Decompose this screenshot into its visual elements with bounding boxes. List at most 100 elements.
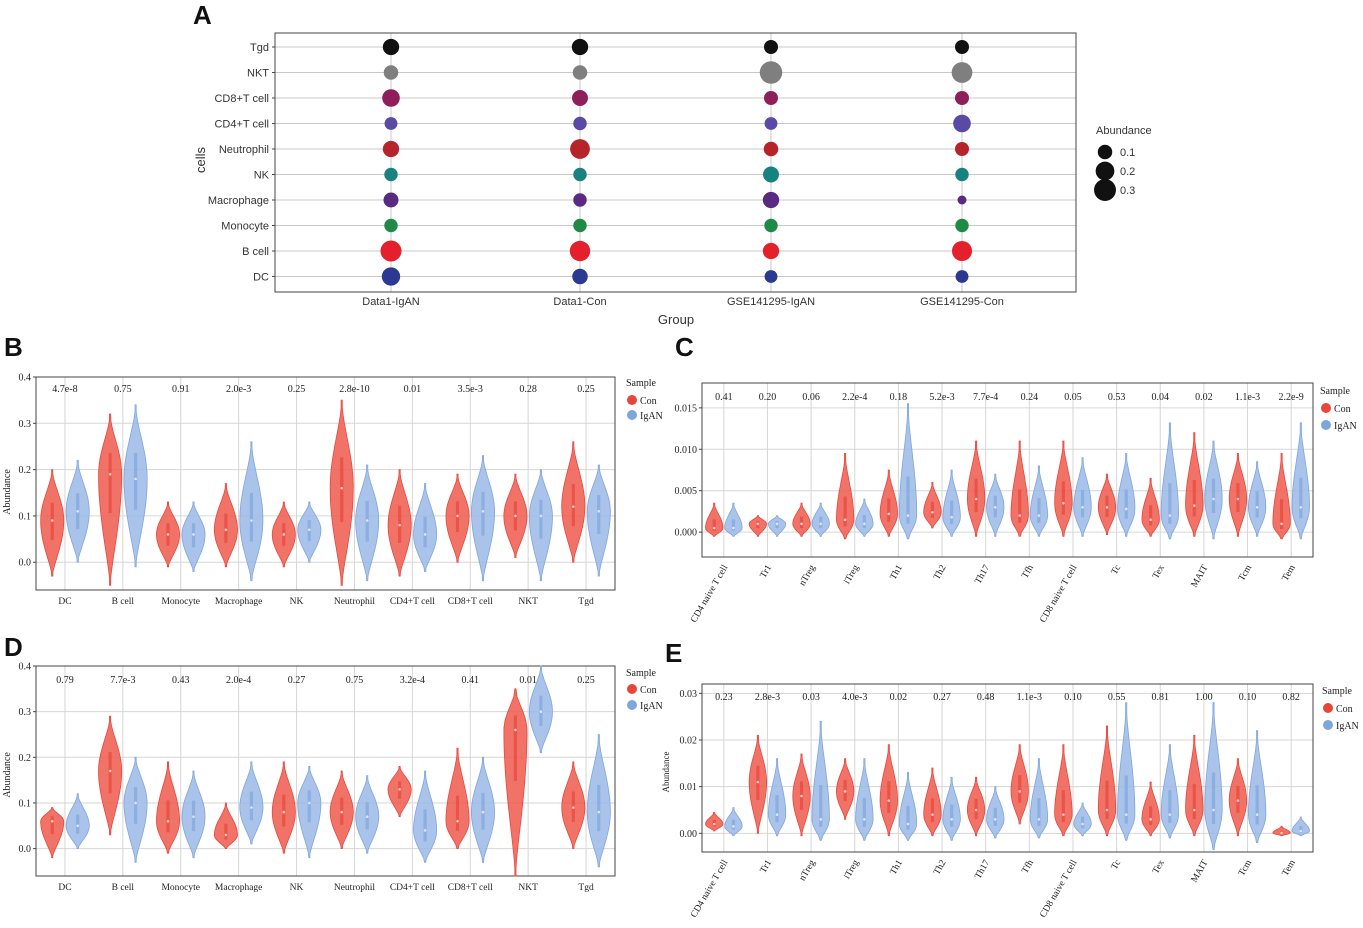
- p-value: 0.79: [56, 675, 74, 686]
- violin-box-con: [571, 483, 575, 527]
- panel-c-ytick: 0.000: [675, 528, 698, 539]
- p-value: 0.04: [1152, 392, 1170, 403]
- violin-box-con: [224, 513, 228, 543]
- violin-median-igan: [1081, 505, 1084, 509]
- p-value: 0.23: [715, 692, 733, 703]
- panel-a-label: A: [193, 0, 212, 30]
- legend-size-label: 0.2: [1120, 166, 1135, 178]
- panel-b-ytick: 0.4: [19, 373, 32, 384]
- violin-box-con: [166, 800, 170, 833]
- violin-median-con: [1062, 501, 1065, 505]
- panel-d-xtick: B cell: [112, 883, 135, 893]
- violin-median-igan: [775, 522, 779, 526]
- panel-b-ytick: 0.0: [19, 558, 32, 569]
- violin-box-igan: [731, 519, 736, 531]
- p-value: 0.02: [890, 692, 908, 703]
- p-value: 0.10: [1239, 692, 1257, 703]
- panel-e-xtick: CD4 naive T cell: [689, 858, 730, 919]
- violin-box-con: [282, 794, 286, 827]
- violin-box-con: [930, 501, 935, 518]
- panel-e-ytick: 0.01: [680, 782, 698, 793]
- panel-e-legend-con-key: [1323, 703, 1333, 713]
- panel-d-plot: 0.0 0.1 0.2 0.3 0.4 0.79 DC 7.7e-3 B cell 0.43 Mon…: [19, 662, 616, 893]
- panel-d-xtick: Macrophage: [215, 883, 262, 893]
- p-value: 2.0e-4: [226, 675, 251, 686]
- panel-b-legend-con: Con: [640, 396, 657, 407]
- panel-d-legend-igan-key: [627, 700, 637, 710]
- violin-box-igan: [775, 795, 779, 823]
- panel-d-xtick: Neutrophil: [334, 883, 376, 893]
- violin-box-con: [1149, 505, 1153, 526]
- panel-e-xtick: CD8 naive T cell: [1038, 858, 1079, 919]
- dot-b-cell: [380, 240, 402, 262]
- violin-median-igan: [1212, 808, 1215, 812]
- panel-c-xtick: Th17: [974, 563, 993, 586]
- violin-median-igan: [950, 818, 953, 821]
- violin-box-con: [1105, 780, 1109, 819]
- p-value: 0.24: [1021, 392, 1039, 403]
- panel-d-ylabel: Abundance: [2, 752, 13, 798]
- legend-size-label: 0.1: [1120, 147, 1135, 159]
- violin-box-igan: [481, 491, 485, 536]
- violin-median-igan: [819, 818, 823, 821]
- panel-e-legend-title: Sample: [1322, 686, 1353, 697]
- panel-b-xtick: CD4+T cell: [390, 597, 435, 607]
- p-value: 0.82: [1282, 692, 1300, 703]
- violin-box-con: [1061, 481, 1065, 515]
- violin-median-con: [50, 519, 54, 522]
- p-value: 0.01: [519, 675, 537, 686]
- p-value: 0.43: [172, 675, 190, 686]
- dot-cd4-t-cell: [384, 117, 398, 130]
- dot-macrophage: [957, 195, 967, 205]
- panel-b-ytick: 0.3: [19, 419, 32, 430]
- p-value: 0.75: [114, 384, 132, 395]
- dot-tgd: [382, 38, 400, 56]
- p-value: 0.27: [933, 692, 951, 703]
- dot-neutrophil: [382, 140, 400, 158]
- violin-median-igan: [993, 505, 997, 509]
- violin-box-con: [224, 823, 228, 840]
- panel-b-legend-igan-key: [627, 410, 637, 420]
- dot-dc: [572, 268, 588, 285]
- violin-median-igan: [1255, 813, 1259, 816]
- panel-e-static: Abundance Sample Con IgAN: [661, 686, 1359, 792]
- violin-median-con: [50, 819, 54, 823]
- violin-median-igan: [76, 824, 79, 828]
- dot-neutrophil: [763, 141, 779, 157]
- panel-d-ytick: 0.4: [19, 662, 32, 673]
- violin-box-igan: [906, 476, 910, 524]
- violin-median-igan: [732, 526, 735, 530]
- violin-median-igan: [1299, 505, 1303, 509]
- p-value: 0.03: [802, 692, 820, 703]
- panel-e-xtick: Th2: [932, 858, 948, 876]
- dot-nkt: [759, 61, 783, 84]
- panel-a-ytick: NK: [254, 170, 270, 182]
- p-value: 0.02: [1195, 392, 1213, 403]
- panel-b-legend-title: Sample: [626, 378, 657, 389]
- dot-cd8-t-cell: [382, 89, 400, 107]
- violin-box-igan: [993, 807, 997, 826]
- panel-e-xtick: iTreg: [843, 858, 862, 881]
- panel-d-ytick: 0.2: [19, 753, 32, 764]
- panel-a-ytick: CD8+T cell: [214, 93, 269, 105]
- p-value: 0.53: [1108, 392, 1126, 403]
- violin-box-con: [1018, 489, 1022, 523]
- violin-median-con: [224, 833, 228, 837]
- violin-median-con: [166, 533, 170, 536]
- p-value: 0.01: [404, 384, 422, 395]
- violin-box-igan: [862, 798, 866, 827]
- panel-c-ytick: 0.005: [675, 486, 698, 497]
- violin-median-con: [1236, 497, 1240, 501]
- violin-box-igan: [950, 500, 954, 524]
- violin-box-con: [974, 478, 978, 513]
- violin-median-igan: [597, 509, 601, 513]
- violin-median-con: [514, 728, 517, 732]
- violin-median-con: [456, 514, 459, 518]
- violin-median-igan: [250, 806, 253, 809]
- violin-box-igan: [597, 784, 601, 832]
- violin-median-con: [974, 808, 978, 812]
- violin-median-con: [224, 528, 228, 532]
- violin-box-igan: [819, 516, 823, 529]
- panel-c-legend-con-key: [1321, 403, 1331, 413]
